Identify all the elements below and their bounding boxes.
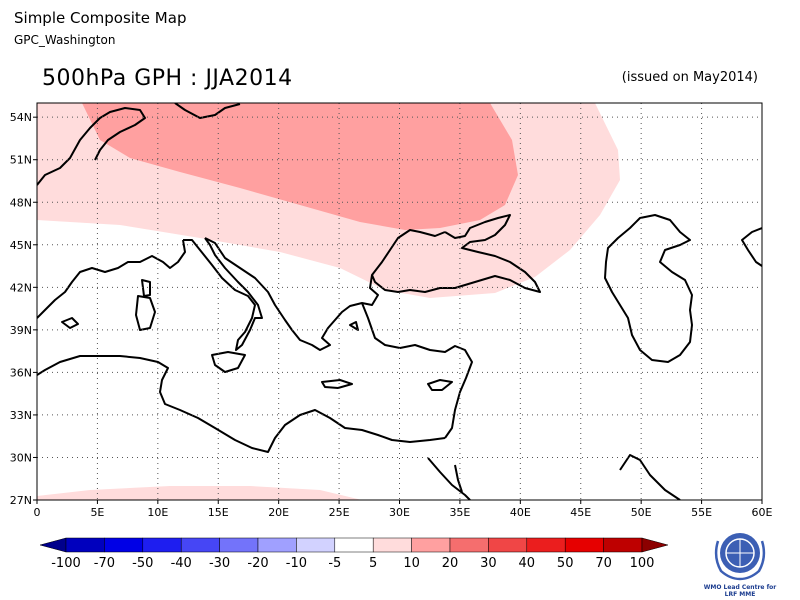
colorbar-segment [564, 537, 604, 553]
colorbar-segment [219, 537, 259, 553]
colorbar-segment [526, 537, 566, 553]
lon-tick-label: 20E [268, 506, 289, 519]
colorbar-label: 40 [519, 556, 536, 571]
island-sicily [211, 351, 246, 373]
coastline-gulf [619, 454, 681, 500]
coastline-east [741, 227, 762, 267]
page-title: Simple Composite Map [14, 9, 187, 27]
lat-tick-label: 51N [10, 154, 32, 167]
island-corsica [141, 279, 151, 297]
lon-tick-label: 5E [90, 506, 104, 519]
lon-tick-label: 35E [449, 506, 470, 519]
lat-tick-label: 33N [10, 409, 32, 422]
colorbar-segment [142, 537, 182, 553]
coastline-sinai [454, 464, 463, 493]
coastline-north-africa [37, 355, 446, 453]
lat-tick-label: 30N [10, 451, 32, 464]
colorbar-arrow-left [39, 537, 67, 553]
island-cyprus [427, 379, 453, 391]
lon-tick-label: 55E [691, 506, 712, 519]
colorbar-label: 10 [403, 556, 420, 571]
colorbar-segment [257, 537, 297, 553]
lon-tick-label: 50E [631, 506, 652, 519]
colorbar-label: 70 [595, 556, 612, 571]
coastline-iberia-france [37, 239, 186, 319]
logo-line2: LRF MME [724, 591, 756, 598]
gridlines [37, 103, 762, 500]
lat-tick-label: 42N [10, 281, 32, 294]
colorbar-label: 20 [442, 556, 459, 571]
lon-tick-label: 0 [34, 506, 41, 519]
coastline-black-sea [371, 214, 541, 293]
coastline-balkans [204, 229, 446, 351]
axis-ticks: 0 5E 10E 15E 20E 25E 30E 35E 40E 45E 50E 55E 60E 27N 3… [10, 111, 773, 519]
coastline-red-sea [427, 457, 471, 500]
lat-tick-label: 54N [10, 111, 32, 124]
colorbar-label: -20 [247, 556, 268, 571]
lon-tick-label: 15E [208, 506, 229, 519]
colorbar-label: -50 [132, 556, 153, 571]
coastline-turkey-levant [361, 302, 473, 439]
colorbar-label: 50 [557, 556, 574, 571]
anomaly-region-medium [82, 103, 518, 230]
lon-tick-label: 10E [147, 506, 168, 519]
coastline-caspian [604, 214, 693, 363]
lon-tick-label: 40E [510, 506, 531, 519]
issued-date: (issued on May2014) [621, 70, 758, 85]
lat-tick-label: 39N [10, 324, 32, 337]
anomaly-shading [37, 103, 620, 500]
wmo-emblem-icon [714, 533, 766, 581]
coastline-western-europe [37, 107, 146, 186]
colorbar-label: -30 [209, 556, 230, 571]
colorbar-arrow-right [641, 537, 669, 553]
island-lesbos [349, 321, 359, 331]
colorbar: -100 -70 -50 -40 -30 -20 -10 -5 5 10 20 30 40 50 70 100 [39, 537, 669, 571]
colorbar-segment [449, 537, 489, 553]
colorbar-label: 5 [369, 556, 377, 571]
island-sardinia [135, 295, 156, 331]
colorbar-segment [334, 537, 374, 553]
colorbar-segment [411, 537, 451, 553]
lon-tick-label: 60E [752, 506, 773, 519]
colorbar-label: 30 [480, 556, 497, 571]
lon-tick-label: 25E [329, 506, 350, 519]
colorbar-segment [104, 537, 144, 553]
colorbar-segment [603, 537, 643, 553]
colorbar-label: -40 [171, 556, 192, 571]
lat-tick-label: 36N [10, 366, 32, 379]
colorbar-segment [488, 537, 528, 553]
colorbar-label: -5 [328, 556, 341, 571]
coastline-baltic [174, 103, 241, 119]
colorbar-segment [65, 537, 105, 553]
island-crete [321, 379, 353, 389]
colorbar-label: 100 [630, 556, 655, 571]
colorbar-label: -100 [51, 556, 81, 571]
lat-tick-label: 48N [10, 196, 32, 209]
colorbar-segment [180, 537, 220, 553]
island-balearic [61, 317, 79, 329]
page-subtitle: GPC_Washington [14, 33, 116, 47]
colorbar-segment [372, 537, 412, 553]
logo-line1: WMO Lead Centre for [703, 584, 777, 591]
map-title: 500hPa GPH : JJA2014 [42, 66, 293, 91]
anomaly-region-africa [37, 486, 362, 500]
colorbar-label: -70 [94, 556, 115, 571]
lon-tick-label: 30E [389, 506, 410, 519]
lat-tick-label: 45N [10, 239, 32, 252]
colorbar-segment [296, 537, 336, 553]
wmo-logo: WMO Lead Centre for LRF MME [685, 527, 795, 600]
lon-tick-label: 45E [570, 506, 591, 519]
lat-tick-label: 27N [10, 494, 32, 507]
colorbar-label: -10 [286, 556, 307, 571]
